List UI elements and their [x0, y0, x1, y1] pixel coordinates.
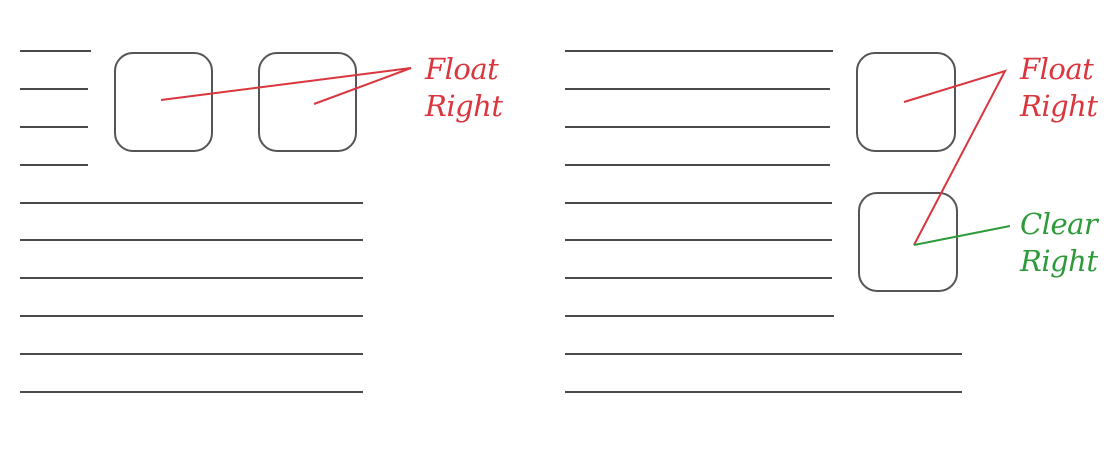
clear-right-pointer	[913, 225, 1011, 246]
float-right-pointer	[160, 67, 412, 105]
label-line-2: Right	[1019, 89, 1098, 123]
float-right-label: Float Right	[1019, 52, 1102, 123]
floated-box-second	[258, 52, 357, 152]
label-line-2: Right	[424, 89, 503, 123]
left-example: Float Right	[20, 50, 507, 393]
right-text-lines	[565, 50, 962, 393]
right-example: Float Right Clear Right	[565, 50, 1106, 393]
cleared-box-bottom	[858, 192, 958, 292]
label-line-1: Float	[424, 52, 499, 86]
float-right-label: Float Right	[424, 52, 507, 123]
label-line-1: Clear	[1020, 207, 1100, 241]
floated-box-first	[114, 52, 213, 152]
label-line-2: Right	[1019, 244, 1098, 278]
clear-right-label: Clear Right	[1019, 207, 1106, 278]
float-right-pointer	[903, 69, 1007, 246]
label-line-1: Float	[1019, 52, 1094, 86]
left-text-lines	[20, 50, 363, 393]
